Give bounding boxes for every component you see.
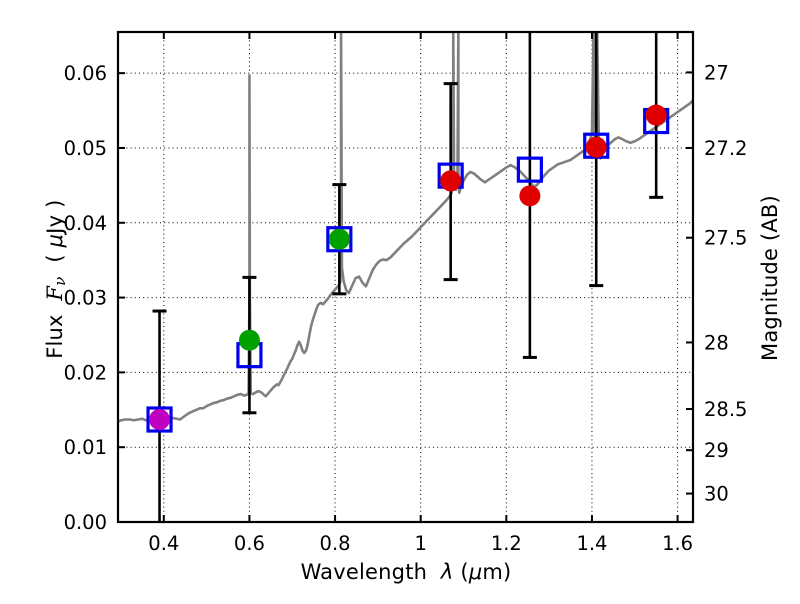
model-photometry-square (146, 406, 173, 433)
x-tick-label: 1 (414, 532, 426, 555)
observed-photometry-point (238, 329, 260, 351)
plot-frame (116, 30, 695, 524)
x-tick-label: 1.4 (576, 532, 607, 555)
x-tick-label: 0.6 (234, 532, 265, 555)
x-axis-title: Wavelength λ (μm) (300, 560, 512, 584)
y-tick-label: 0.01 (64, 436, 107, 459)
y-tick-label: 0.06 (64, 62, 107, 85)
x-tick-label: 0.8 (320, 532, 351, 555)
y-tick-label: 0.02 (64, 361, 107, 384)
model-spectrum-line (118, 32, 693, 424)
axis-ticks (118, 32, 693, 523)
observed-photometry-point (645, 104, 667, 126)
y2-tick-label: 28.5 (704, 398, 747, 421)
y2-tick-label: 28 (704, 331, 729, 354)
y2-tick-label: 30 (704, 483, 729, 506)
y-tick-label: 0.00 (64, 511, 107, 534)
y-tick-label: 0.03 (64, 287, 107, 310)
observed-photometry-point (440, 170, 462, 192)
y-axis-title: Flux Fν ( μJy ) (42, 199, 70, 359)
model-photometry-square (516, 156, 543, 183)
y2-tick-label: 27.2 (704, 137, 747, 160)
observed-photometry-point (585, 136, 607, 158)
x-tick-label: 1.2 (491, 532, 522, 555)
model-photometry-square (326, 226, 353, 253)
x-tick-label: 1.6 (662, 532, 693, 555)
observed-photometry-point (519, 185, 541, 207)
observed-photometry-point (328, 228, 350, 250)
y-tick-label: 0.05 (64, 137, 107, 160)
plot-background (118, 32, 693, 522)
y2-tick-label: 29 (704, 439, 729, 462)
y2-axis-title: Magnitude (AB) (758, 195, 782, 361)
y2-tick-label: 27 (704, 61, 729, 84)
observed-photometry-point (149, 409, 171, 431)
observed-photometry-markers (149, 104, 667, 431)
x-tick-label: 0.4 (148, 532, 179, 555)
y2-tick-label: 27.5 (704, 227, 747, 250)
y-tick-label: 0.04 (64, 212, 107, 235)
